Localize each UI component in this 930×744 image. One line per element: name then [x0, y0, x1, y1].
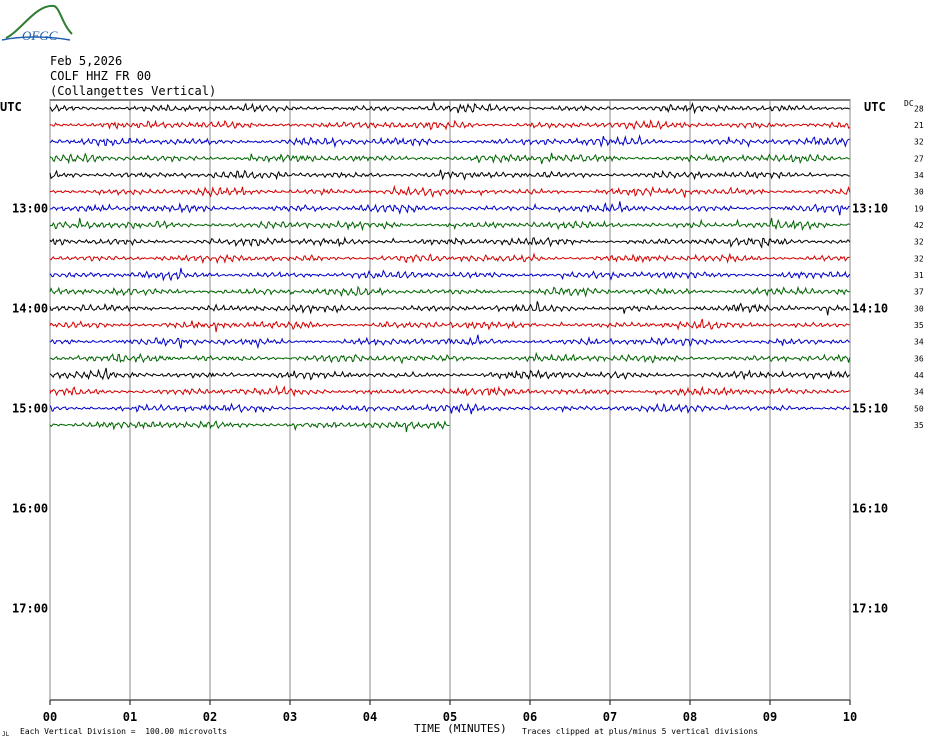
trace-line [49, 267, 851, 282]
dc-offset-label: 27 [914, 154, 924, 163]
left-hour-label: 14:00 [12, 301, 48, 315]
ofgc-logo: OFGC [1, 4, 73, 43]
x-tick-label: 04 [363, 710, 377, 724]
trace-line [49, 169, 850, 181]
right-hour-label: 17:10 [852, 601, 888, 615]
x-tick-label: 06 [523, 710, 537, 724]
trace-line [49, 201, 850, 216]
trace-line [49, 367, 850, 381]
right-hour-label: 16:10 [852, 501, 888, 515]
location-label: (Collangettes Vertical) [50, 84, 217, 98]
dc-offset-label: 42 [914, 221, 924, 230]
right-utc-label: UTC [864, 100, 886, 114]
dc-offset-label: 30 [914, 304, 924, 313]
trace-line [49, 236, 851, 249]
right-hour-label: 15:10 [852, 401, 888, 415]
x-tick-label: 02 [203, 710, 217, 724]
x-tick-label: 08 [683, 710, 697, 724]
division-note: Each Vertical Division = 100.00 microvol… [20, 727, 228, 736]
x-tick-label: 05 [443, 710, 457, 724]
date-label: Feb 5,2026 [50, 54, 123, 68]
left-hour-label: 13:00 [12, 201, 48, 215]
dc-offset-label: 34 [914, 171, 924, 180]
dc-offset-label: 50 [914, 404, 924, 413]
x-tick-label: 00 [43, 710, 57, 724]
left-utc-label: UTC [0, 100, 22, 114]
axis-labels: UTC UTC DC TIME (MINUTES) 00 01 02 03 04 05 06… [0, 99, 924, 735]
trace-line [49, 318, 850, 333]
x-tick-label: 07 [603, 710, 617, 724]
x-axis-title: TIME (MINUTES) [414, 722, 507, 735]
dc-offset-label: 30 [914, 188, 924, 197]
trace-line [49, 134, 850, 149]
dc-offset-label: 34 [914, 388, 924, 397]
dc-offset-label: 35 [914, 421, 924, 430]
x-tick-label: 01 [123, 710, 137, 724]
dc-offset-label: 35 [914, 321, 924, 330]
x-tick-label: 09 [763, 710, 777, 724]
trace-line [49, 384, 850, 398]
seismic-traces [49, 101, 851, 433]
dc-offset-label: 28 [914, 104, 924, 113]
dc-header-label: DC [904, 99, 914, 108]
logo-swoosh [1, 36, 71, 41]
dc-offset-label: 32 [914, 138, 924, 147]
dc-offset-label: 32 [914, 254, 924, 263]
left-hour-label: 17:00 [12, 601, 48, 615]
trace-line [49, 351, 851, 365]
dc-offset-label: 19 [914, 204, 924, 213]
trace-line [49, 285, 850, 298]
dc-offset-label: 36 [914, 354, 924, 363]
dc-offset-label: 31 [914, 271, 924, 280]
trace-line [49, 184, 851, 199]
dc-offset-label: 37 [914, 288, 924, 297]
trace-line [49, 101, 850, 115]
right-hour-label: 14:10 [852, 301, 888, 315]
dc-offset-label: 34 [914, 338, 924, 347]
plot-grid [49, 99, 851, 705]
trace-line [49, 301, 850, 316]
trace-line [49, 334, 850, 350]
trace-line [49, 252, 850, 265]
x-tick-label: 03 [283, 710, 297, 724]
dc-offset-label: 44 [914, 371, 924, 380]
left-hour-label: 15:00 [12, 401, 48, 415]
trace-line [49, 119, 850, 131]
left-hour-label: 16:00 [12, 501, 48, 515]
station-label: COLF HHZ FR 00 [50, 69, 152, 83]
corner-mark: JL [2, 731, 10, 738]
trace-line [49, 402, 851, 415]
trace-line [49, 152, 850, 165]
x-tick-label: 10 [843, 710, 857, 724]
right-hour-label: 13:10 [852, 201, 888, 215]
dc-offset-label: 32 [914, 238, 924, 247]
trace-line [49, 420, 450, 433]
dc-offset-label: 21 [914, 121, 924, 130]
trace-line [49, 217, 850, 232]
clip-note: Traces clipped at plus/minus 5 vertical … [522, 727, 759, 736]
logo-text: OFGC [22, 28, 58, 43]
logo-mountain-shape [5, 4, 73, 39]
